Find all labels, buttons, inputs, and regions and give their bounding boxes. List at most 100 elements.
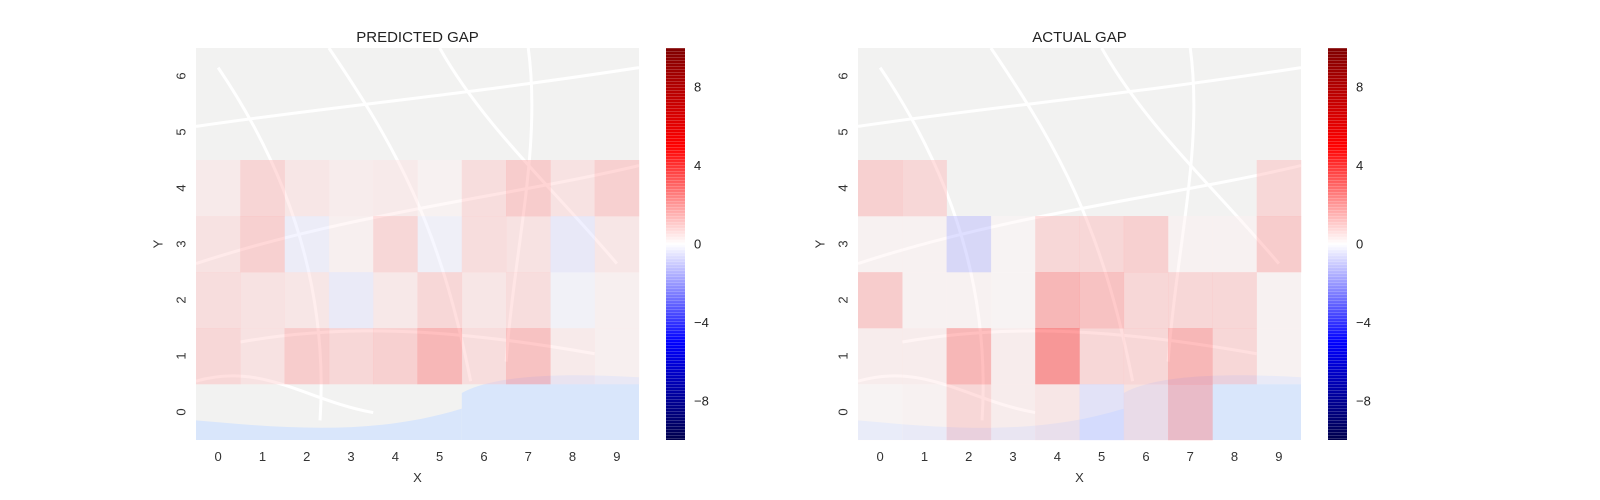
heatmap-cell <box>461 160 507 217</box>
heatmap-panel-2: ACTUAL GAP 0 1 2 3 4 5 6 7 8 9 X 0 1 2 3 4 5 6 Y 8 4 0 −4 −8 <box>813 29 1371 485</box>
y-tick-label: 6 <box>174 72 189 79</box>
map-road <box>902 329 1257 356</box>
x-tick-label: 0 <box>877 449 884 464</box>
heatmap-cell <box>373 328 418 385</box>
heatmap-cell <box>328 160 374 217</box>
heatmap-cell <box>550 216 595 273</box>
colorbar-tick-label: −8 <box>694 393 709 408</box>
x-tick-label: 4 <box>392 449 399 464</box>
heatmap-cell <box>858 160 903 217</box>
heatmap-cell <box>506 216 551 273</box>
colorbar-tick-label: −4 <box>694 315 709 330</box>
y-tick-label: 2 <box>174 296 189 303</box>
heatmap-cell <box>1123 384 1169 441</box>
heatmap-cell <box>858 272 903 329</box>
map-background <box>858 48 1301 440</box>
y-tick-label: 5 <box>836 128 851 135</box>
heatmap-cell <box>196 216 241 273</box>
heatmap-cell <box>594 216 640 273</box>
heatmap-cell <box>550 328 595 385</box>
y-tick-label: 1 <box>174 352 189 359</box>
heatmap-cell <box>1168 384 1213 441</box>
heatmap-cell <box>240 328 285 385</box>
x-tick-label: 3 <box>1009 449 1016 464</box>
y-tick-label: 4 <box>836 184 851 191</box>
heatmap-cell <box>1035 328 1080 385</box>
heatmap-cell <box>1079 384 1125 441</box>
heatmap-cell <box>373 160 418 217</box>
x-tick-label: 9 <box>613 449 620 464</box>
heatmap-cell <box>1212 328 1257 385</box>
heatmap-cell <box>902 384 947 441</box>
heatmap-cell <box>858 328 903 385</box>
colorbar-tick-label: 4 <box>694 158 701 173</box>
x-tick-label: 3 <box>347 449 354 464</box>
heatmap-cell <box>417 216 463 273</box>
map-road <box>195 164 640 266</box>
y-tick-label: 6 <box>836 72 851 79</box>
x-tick-label: 1 <box>921 449 928 464</box>
map-river <box>461 375 639 440</box>
map-river <box>1123 375 1301 440</box>
heatmap-cell <box>1079 272 1125 329</box>
x-tick-label: 0 <box>215 449 222 464</box>
x-tick-label: 6 <box>1142 449 1149 464</box>
heatmap-cell <box>1079 216 1125 273</box>
map-road <box>857 66 1302 128</box>
heatmap-cell <box>946 216 992 273</box>
x-tick-label: 2 <box>965 449 972 464</box>
colorbar-tick-label: 0 <box>694 237 701 252</box>
map-river-bank <box>196 408 462 440</box>
heatmap-cell <box>196 160 241 217</box>
colorbar-tick-label: −8 <box>1356 393 1371 408</box>
colorbar-tick-label: 8 <box>694 80 701 95</box>
x-tick-label: 5 <box>1098 449 1105 464</box>
x-tick-label: 4 <box>1054 449 1061 464</box>
heatmap-cell <box>1256 216 1302 273</box>
heatmap-cell <box>1256 272 1302 329</box>
y-axis-label: Y <box>151 239 166 248</box>
colorbar-tick-label: −4 <box>1356 315 1371 330</box>
heatmap-cell <box>240 160 285 217</box>
map-road <box>1100 47 1280 265</box>
map-road <box>989 47 1135 382</box>
heatmap-cell <box>902 216 947 273</box>
colorbar-texture <box>666 48 685 440</box>
map-road <box>327 47 473 382</box>
heatmap-cell <box>990 272 1036 329</box>
map-road <box>504 47 534 362</box>
heatmap-panel-1: PREDICTED GAP 0 1 2 3 4 5 6 7 8 9 X 0 1 2 3 4 5 6 Y 8 4 0 −4 −8 <box>151 29 709 485</box>
heatmap-cell <box>284 328 330 385</box>
colorbar-tick-label: 8 <box>1356 80 1363 95</box>
x-axis-label: X <box>413 470 422 485</box>
heatmap-cell <box>284 160 330 217</box>
x-tick-label: 7 <box>1187 449 1194 464</box>
heatmap-cell <box>946 328 992 385</box>
x-tick-label: 8 <box>1231 449 1238 464</box>
map-road <box>857 164 1302 266</box>
map-road <box>195 66 640 128</box>
x-tick-label: 7 <box>525 449 532 464</box>
heatmap-cell <box>990 384 1036 441</box>
heatmap-cell <box>461 328 507 385</box>
y-tick-label: 3 <box>836 240 851 247</box>
heatmap-cell <box>1256 328 1302 385</box>
map-road <box>857 374 1036 415</box>
heatmap-cell <box>417 328 463 385</box>
y-tick-label: 3 <box>174 240 189 247</box>
x-tick-label: 9 <box>1275 449 1282 464</box>
map-road <box>240 329 595 356</box>
colorbar-tick-label: 4 <box>1356 158 1363 173</box>
heatmap-cell <box>594 328 640 385</box>
heatmap-cell <box>990 328 1036 385</box>
heatmap-cell <box>550 272 595 329</box>
heatmap-cell <box>1168 272 1213 329</box>
heatmap-cell <box>1168 328 1213 385</box>
heatmap-cell <box>506 328 551 385</box>
map-road <box>216 66 323 421</box>
heatmap-cell <box>506 160 551 217</box>
heatmap-cell <box>1123 272 1169 329</box>
y-tick-label: 0 <box>174 408 189 415</box>
y-tick-label: 4 <box>174 184 189 191</box>
